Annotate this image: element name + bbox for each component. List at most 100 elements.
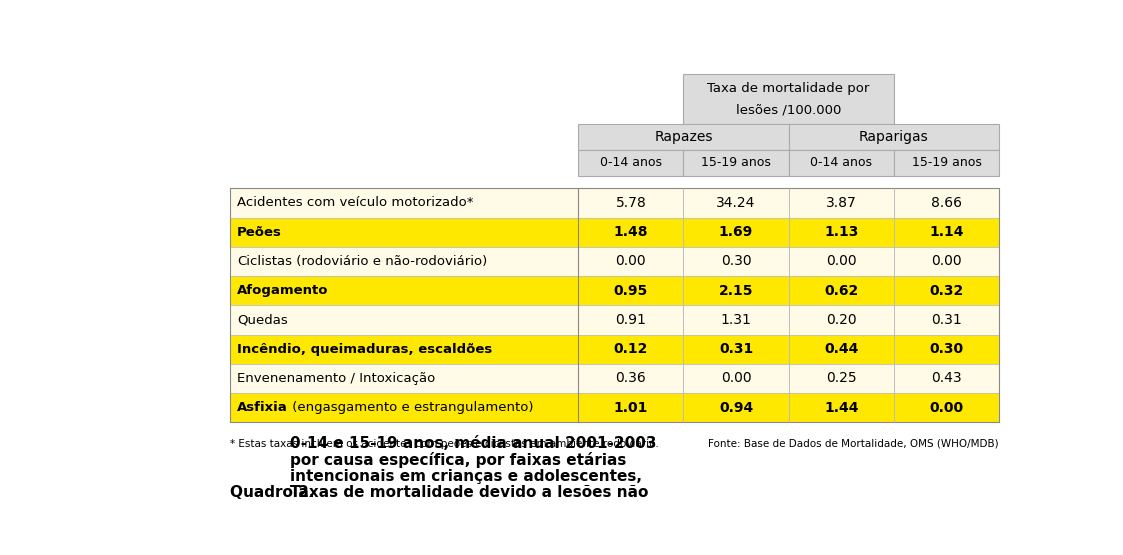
Bar: [229, 335, 578, 364]
Text: Peões: Peões: [237, 226, 282, 239]
Text: 1.14: 1.14: [929, 225, 964, 239]
Text: 0.43: 0.43: [931, 371, 961, 386]
Text: 0.91: 0.91: [615, 313, 647, 327]
Bar: [894, 247, 999, 276]
Bar: [894, 335, 999, 364]
Text: 0.94: 0.94: [719, 401, 754, 415]
Text: (engasgamento e estrangulamento): (engasgamento e estrangulamento): [287, 401, 533, 414]
Text: Quadro 2.: Quadro 2.: [229, 485, 314, 500]
Text: 0.25: 0.25: [825, 371, 857, 386]
Text: 0.20: 0.20: [825, 313, 857, 327]
Bar: [229, 364, 578, 393]
Text: 0-14 anos: 0-14 anos: [600, 157, 661, 169]
Bar: [788, 305, 894, 335]
Bar: [578, 150, 684, 176]
Text: intencionais em crianças e adolescentes,: intencionais em crianças e adolescentes,: [290, 468, 642, 483]
Text: 0.36: 0.36: [615, 371, 646, 386]
Text: 0.30: 0.30: [930, 342, 964, 356]
Text: Raparigas: Raparigas: [859, 130, 929, 144]
Text: 0.00: 0.00: [615, 254, 646, 269]
Text: 0-14 e 15-19 anos, média anual 2001-2003: 0-14 e 15-19 anos, média anual 2001-2003: [290, 436, 657, 451]
Bar: [684, 74, 894, 124]
Text: 1.01: 1.01: [613, 401, 648, 415]
Bar: [578, 335, 684, 364]
Text: 0.31: 0.31: [719, 342, 754, 356]
Bar: [578, 124, 788, 150]
Text: 0.31: 0.31: [931, 313, 961, 327]
Text: 8.66: 8.66: [931, 196, 962, 210]
Text: 5.78: 5.78: [615, 196, 646, 210]
Bar: [788, 276, 894, 305]
Bar: [894, 276, 999, 305]
Bar: [578, 188, 684, 218]
Text: 1.44: 1.44: [824, 401, 858, 415]
Text: * Estas taxas incluem os acidentes com peões e ciclistas em ambiente rodoviário.: * Estas taxas incluem os acidentes com p…: [229, 438, 658, 449]
Bar: [684, 305, 788, 335]
Bar: [684, 276, 788, 305]
Text: 0.00: 0.00: [721, 371, 751, 386]
Bar: [229, 247, 578, 276]
Bar: [229, 188, 999, 422]
Bar: [578, 247, 684, 276]
Text: Afogamento: Afogamento: [237, 284, 329, 297]
Text: 0.12: 0.12: [613, 342, 648, 356]
Bar: [684, 188, 788, 218]
Text: (rodoviário e não-rodoviário): (rodoviário e não-rodoviário): [292, 255, 487, 268]
Text: Taxa de mortalidade por
lesões /100.000: Taxa de mortalidade por lesões /100.000: [707, 82, 870, 117]
Text: Acidentes com veículo motorizado*: Acidentes com veículo motorizado*: [237, 196, 474, 209]
Text: 1.69: 1.69: [719, 225, 754, 239]
Text: 0.44: 0.44: [824, 342, 858, 356]
Bar: [578, 276, 684, 305]
Bar: [788, 335, 894, 364]
Text: 0.32: 0.32: [930, 284, 964, 297]
Bar: [684, 247, 788, 276]
Text: 34.24: 34.24: [716, 196, 756, 210]
Bar: [229, 188, 578, 218]
Text: Envenenamento / Intoxicação: Envenenamento / Intoxicação: [237, 372, 436, 385]
Text: 0.00: 0.00: [930, 401, 964, 415]
Text: 0.95: 0.95: [614, 284, 648, 297]
Text: 1.48: 1.48: [613, 225, 648, 239]
Text: Fonte: Base de Dados de Mortalidade, OMS (WHO/MDB): Fonte: Base de Dados de Mortalidade, OMS…: [709, 438, 999, 448]
Bar: [894, 393, 999, 422]
Text: 0.30: 0.30: [721, 254, 751, 269]
Text: Rapazes: Rapazes: [655, 130, 713, 144]
Bar: [578, 218, 684, 247]
Bar: [894, 364, 999, 393]
Bar: [894, 150, 999, 176]
Text: 2.15: 2.15: [719, 284, 754, 297]
Bar: [788, 218, 894, 247]
Text: 15-19 anos: 15-19 anos: [701, 157, 772, 169]
Text: 0.00: 0.00: [825, 254, 857, 269]
Bar: [894, 305, 999, 335]
Bar: [684, 218, 788, 247]
Text: Incêndio, queimaduras, escaldões: Incêndio, queimaduras, escaldões: [237, 342, 493, 356]
Bar: [229, 393, 578, 422]
Bar: [788, 247, 894, 276]
Text: por causa específica, por faixas etárias: por causa específica, por faixas etárias: [290, 452, 627, 468]
Bar: [578, 393, 684, 422]
Text: 3.87: 3.87: [825, 196, 857, 210]
Text: 1.31: 1.31: [721, 313, 751, 327]
Bar: [578, 305, 684, 335]
Bar: [894, 188, 999, 218]
Text: 1.13: 1.13: [824, 225, 858, 239]
Text: 0.62: 0.62: [824, 284, 858, 297]
Text: 0-14 anos: 0-14 anos: [811, 157, 873, 169]
Bar: [684, 393, 788, 422]
Bar: [894, 218, 999, 247]
Text: 15-19 anos: 15-19 anos: [912, 157, 982, 169]
Bar: [788, 188, 894, 218]
Bar: [788, 124, 999, 150]
Bar: [578, 364, 684, 393]
Bar: [229, 218, 578, 247]
Bar: [788, 393, 894, 422]
Bar: [788, 364, 894, 393]
Bar: [229, 276, 578, 305]
Bar: [788, 150, 894, 176]
Bar: [684, 335, 788, 364]
Bar: [684, 364, 788, 393]
Text: Asfixia: Asfixia: [237, 401, 287, 414]
Text: Taxas de mortalidade devido a lesões não: Taxas de mortalidade devido a lesões não: [290, 485, 648, 500]
Bar: [684, 150, 788, 176]
